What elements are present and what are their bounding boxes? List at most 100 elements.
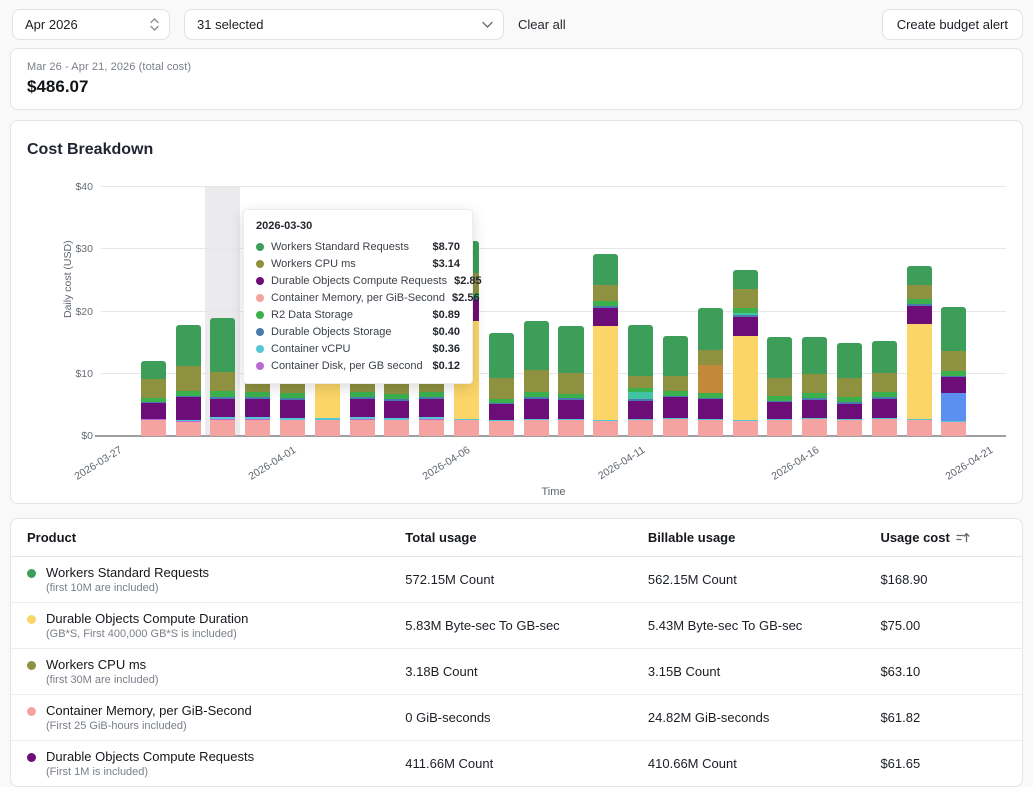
usage-cost-cell: $63.10: [880, 649, 1022, 695]
chart-plot-area: 2026-03-30 Workers Standard Requests$8.7…: [101, 187, 1006, 436]
bar-segment: [733, 317, 758, 336]
bar-segment: [419, 420, 444, 436]
bar-segment: [524, 399, 549, 419]
bar-segment: [350, 420, 375, 436]
bar-segment: [489, 421, 514, 436]
total-usage-cell: 5.83M Byte-sec To GB-sec: [405, 603, 648, 649]
stacked-bar-2026-03-28[interactable]: [141, 361, 166, 436]
month-select[interactable]: Apr 2026: [12, 9, 170, 40]
billable-usage-cell: 24.82M GiB-seconds: [648, 695, 881, 741]
bar-segment: [733, 421, 758, 436]
stacked-bar-2026-04-08[interactable]: [524, 321, 549, 436]
table-header-row: Product Total usage Billable usage Usage…: [11, 519, 1022, 557]
tooltip-row: Container Memory, per GiB-Second$2.56: [256, 292, 460, 304]
x-tick-label: 2026-04-16: [769, 444, 821, 483]
bar-segment: [663, 419, 688, 436]
usage-cost-cell: $168.90: [880, 557, 1022, 603]
clear-all-button[interactable]: Clear all: [518, 17, 566, 32]
create-budget-alert-button[interactable]: Create budget alert: [882, 9, 1023, 40]
bar-segment: [767, 420, 792, 436]
bar-segment: [210, 318, 235, 372]
x-tick-label: 2026-04-06: [421, 444, 473, 483]
bar-segment: [524, 370, 549, 392]
bar-segment: [663, 376, 688, 391]
stacked-bar-2026-04-10[interactable]: [593, 254, 618, 436]
table-row: Workers Standard Requests(first 10M are …: [11, 557, 1022, 603]
bar-segment: [907, 266, 932, 285]
bar-segment: [837, 343, 862, 378]
bar-segment: [872, 341, 897, 373]
stacked-bar-2026-04-14[interactable]: [733, 270, 758, 436]
month-select-value: Apr 2026: [25, 17, 78, 32]
bar-segment: [141, 403, 166, 419]
chart-title: Cost Breakdown: [27, 135, 1006, 161]
stacked-bar-2026-04-13[interactable]: [698, 308, 723, 436]
usage-cost-cell: $75.00: [880, 603, 1022, 649]
bar-segment: [767, 378, 792, 397]
series-color-dot: [256, 311, 264, 319]
stacked-bar-2026-04-09[interactable]: [558, 326, 583, 436]
tooltip-date: 2026-03-30: [256, 220, 460, 232]
usage-table-card: Product Total usage Billable usage Usage…: [10, 518, 1023, 787]
bar-segment: [558, 326, 583, 373]
stacked-bar-2026-04-20[interactable]: [941, 307, 966, 436]
bar-segment: [802, 419, 827, 436]
bar-segment: [802, 337, 827, 374]
x-axis-ticks: 2026-03-272026-04-012026-04-062026-04-11…: [101, 436, 1006, 484]
bar-segment: [141, 361, 166, 379]
product-name: Durable Objects Compute Duration: [46, 611, 248, 626]
tooltip-series-value: $8.70: [432, 241, 460, 253]
series-color-dot: [256, 294, 264, 302]
stacked-bar-2026-04-11[interactable]: [628, 325, 653, 436]
bar-segment: [141, 379, 166, 398]
y-tick-label: $20: [75, 306, 93, 318]
series-color-dot: [256, 243, 264, 251]
bar-segment: [141, 420, 166, 436]
bar-segment: [384, 420, 409, 436]
stacked-bar-2026-04-07[interactable]: [489, 333, 514, 436]
tooltip-series-value: $0.89: [432, 309, 460, 321]
tooltip-series-label: Workers CPU ms: [271, 258, 425, 270]
stacked-bar-2026-03-29[interactable]: [176, 325, 201, 436]
billable-usage-cell: 410.66M Count: [648, 741, 881, 787]
series-color-dot: [256, 260, 264, 268]
bar-segment: [698, 308, 723, 350]
stacked-bar-2026-04-19[interactable]: [907, 266, 932, 437]
product-included-note: (first 10M are included): [46, 582, 209, 594]
y-tick-label: $40: [75, 181, 93, 193]
total-usage-cell: 411.66M Count: [405, 741, 648, 787]
product-name: Container Memory, per GiB-Second: [46, 703, 252, 718]
stacked-bar-2026-04-16[interactable]: [802, 337, 827, 436]
stacked-bar-2026-04-12[interactable]: [663, 336, 688, 436]
tooltip-series-value: $2.85: [454, 275, 482, 287]
bar-segment: [176, 366, 201, 391]
tooltip-series-label: Durable Objects Compute Requests: [271, 275, 447, 287]
table-row: Container Memory, per GiB-Second(First 2…: [11, 695, 1022, 741]
bar-segment: [907, 306, 932, 324]
bar-segment: [698, 365, 723, 393]
product-color-dot: [27, 615, 36, 624]
usage-cost-label: Usage cost: [880, 530, 949, 545]
column-header-usage-cost[interactable]: Usage cost: [880, 519, 1022, 557]
products-select[interactable]: 31 selected: [184, 9, 504, 40]
usage-cost-cell: $61.82: [880, 695, 1022, 741]
bar-segment: [454, 420, 479, 436]
bar-segment: [802, 400, 827, 418]
stacked-bar-2026-04-17[interactable]: [837, 343, 862, 436]
bar-segment: [558, 400, 583, 419]
billable-usage-cell: 3.15B Count: [648, 649, 881, 695]
bar-segment: [628, 325, 653, 375]
bar-segment: [837, 404, 862, 419]
product-included-note: (GB*S, First 400,000 GB*S is included): [46, 628, 248, 640]
bar-segment: [489, 333, 514, 378]
stacked-bar-2026-04-15[interactable]: [767, 337, 792, 436]
bar-segment: [733, 336, 758, 420]
bar-segment: [315, 420, 340, 436]
bar-segment: [628, 420, 653, 436]
stacked-bar-2026-04-18[interactable]: [872, 341, 897, 436]
stacked-bar-2026-03-30[interactable]: [210, 318, 235, 436]
bar-segment: [210, 399, 235, 417]
bar-segment: [210, 372, 235, 392]
y-tick-label: $30: [75, 243, 93, 255]
product-color-dot: [27, 753, 36, 762]
